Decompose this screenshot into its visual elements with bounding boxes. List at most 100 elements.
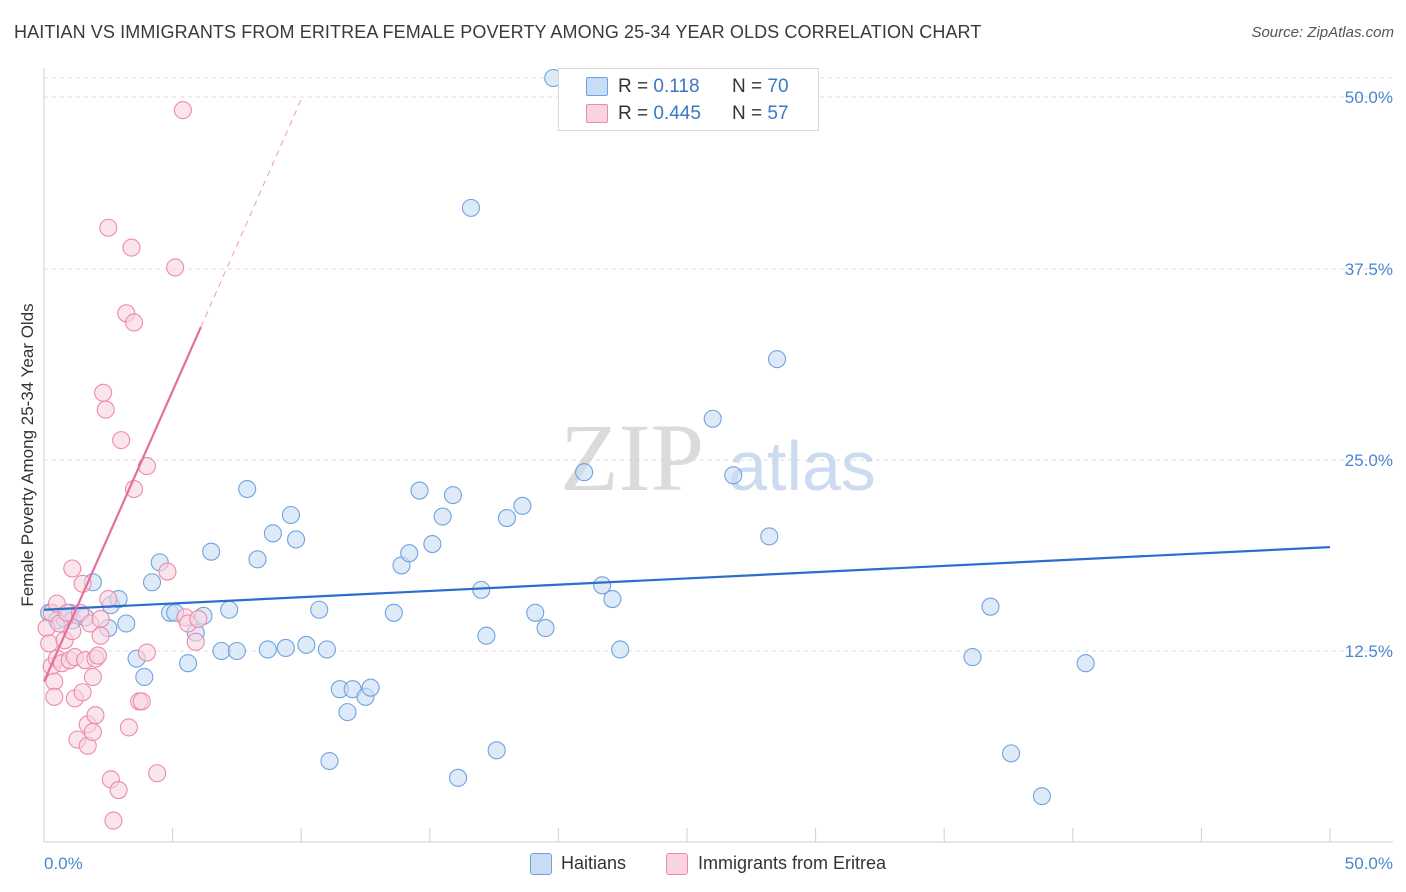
point-haitians (248, 550, 267, 569)
point-haitians (317, 640, 336, 659)
point-haitians (202, 542, 221, 561)
point-haitians (611, 640, 630, 659)
y-tick-label: 12.5% (1345, 642, 1393, 661)
point-haitians (117, 614, 136, 633)
point-haitians (297, 635, 316, 654)
point-eritrea (45, 672, 64, 691)
point-haitians (461, 198, 481, 217)
point-eritrea (109, 780, 128, 800)
point-haitians (443, 486, 462, 505)
scatter-points (37, 68, 1095, 830)
point-eritrea (83, 667, 102, 687)
legend-r-value-eritrea: 0.445 (653, 103, 701, 124)
tick-labels: 12.5% 25.0% 37.5% 50.0% 0.0% 50.0% (44, 88, 1393, 873)
point-haitians (1032, 787, 1051, 806)
legend-row-eritrea: R = 0.445 N = 57 (559, 100, 818, 126)
point-eritrea (158, 562, 177, 581)
point-eritrea (112, 431, 131, 450)
point-haitians (400, 544, 419, 563)
x-tick-label: 0.0% (44, 854, 83, 873)
point-eritrea (96, 400, 115, 419)
point-haitians (603, 589, 622, 609)
point-eritrea (94, 383, 113, 402)
point-eritrea (132, 692, 151, 711)
legend-r-value-haitians: 0.118 (653, 76, 700, 97)
point-haitians (477, 626, 496, 645)
point-haitians (361, 678, 380, 697)
point-haitians (767, 350, 787, 369)
legend-r-label: R = (618, 76, 649, 97)
watermark-zip: ZIP (560, 404, 704, 511)
legend-swatch-eritrea (666, 853, 688, 875)
point-haitians (593, 576, 612, 595)
point-haitians (963, 648, 982, 667)
point-eritrea (91, 626, 110, 645)
legend-n-value-haitians: 70 (767, 76, 789, 97)
point-eritrea (99, 589, 118, 609)
point-eritrea (119, 718, 138, 737)
point-eritrea (40, 634, 59, 653)
correlation-legend: R = 0.118 N = 70 R = 0.445 N = 57 (558, 68, 819, 131)
point-eritrea (173, 101, 192, 120)
point-eritrea (91, 609, 110, 628)
point-eritrea (148, 764, 167, 783)
chart-title: HAITIAN VS IMMIGRANTS FROM ERITREA FEMAL… (14, 22, 982, 42)
trend-lines (42, 99, 1331, 683)
point-haitians (724, 466, 743, 485)
point-haitians (526, 603, 545, 622)
point-haitians (142, 573, 162, 592)
point-haitians (575, 463, 594, 482)
watermark-atlas: atlas (728, 427, 876, 505)
point-haitians (287, 530, 306, 549)
point-haitians (449, 768, 468, 787)
point-haitians (513, 496, 532, 515)
point-haitians (497, 509, 517, 528)
axes (43, 68, 1393, 843)
point-haitians (423, 534, 442, 554)
point-haitians (536, 619, 555, 638)
point-haitians (276, 638, 295, 657)
point-eritrea (45, 687, 64, 706)
point-haitians (263, 524, 282, 543)
source-label: Source: ZipAtlas.com (1251, 24, 1394, 41)
watermark: ZIP atlas (560, 404, 876, 511)
point-haitians (760, 527, 779, 546)
point-haitians (1002, 744, 1021, 763)
point-haitians (310, 600, 329, 619)
legend-n-value-eritrea: 57 (767, 103, 789, 124)
trend-line-eritrea-extension (200, 99, 302, 328)
x-tick-label: 50.0% (1345, 854, 1393, 873)
point-haitians (281, 505, 300, 525)
point-eritrea (124, 313, 144, 332)
legend-swatch-haitians (530, 853, 552, 875)
point-haitians (258, 640, 277, 659)
point-eritrea (186, 632, 205, 651)
point-haitians (212, 641, 231, 661)
point-haitians (703, 409, 722, 428)
point-haitians (472, 580, 491, 599)
y-axis-label: Female Poverty Among 25-34 Year Olds (18, 303, 37, 607)
point-haitians (238, 479, 257, 499)
point-haitians (384, 603, 403, 622)
point-eritrea (122, 238, 141, 257)
point-haitians (220, 600, 239, 619)
y-tick-label: 50.0% (1345, 88, 1393, 107)
y-tick-label: 25.0% (1345, 451, 1393, 470)
trend-line-eritrea (42, 326, 202, 683)
point-eritrea (73, 683, 92, 702)
legend-n-label: N = (732, 103, 763, 124)
legend-swatch-eritrea (586, 104, 608, 123)
series-legend: Haitians Immigrants from Eritrea (0, 852, 1406, 876)
point-haitians (178, 654, 198, 673)
point-eritrea (166, 258, 185, 277)
point-haitians (487, 741, 506, 760)
gridlines (44, 77, 1393, 652)
point-eritrea (99, 218, 118, 237)
point-eritrea (86, 706, 105, 725)
legend-n-label: N = (732, 76, 763, 97)
point-haitians (410, 481, 429, 500)
point-eritrea (137, 643, 156, 662)
point-eritrea (104, 811, 123, 830)
point-haitians (1076, 654, 1095, 673)
